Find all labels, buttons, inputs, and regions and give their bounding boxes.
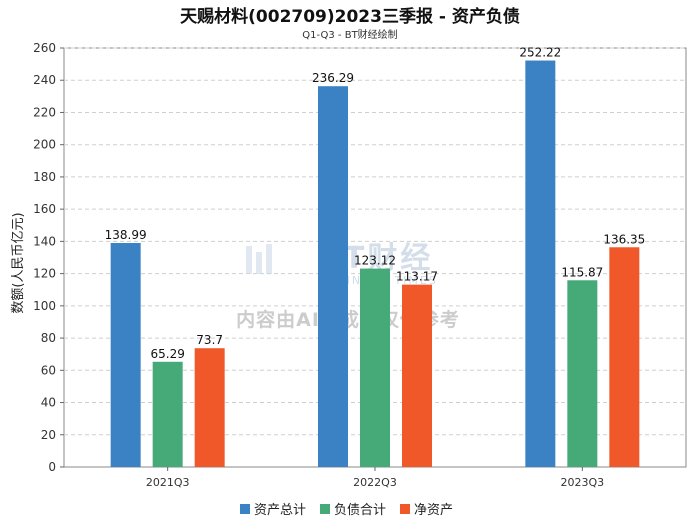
y-tick-label: 80 bbox=[41, 331, 56, 345]
y-tick-label: 180 bbox=[33, 170, 56, 184]
y-tick-label: 220 bbox=[33, 105, 56, 119]
bar bbox=[318, 86, 348, 467]
y-tick-label: 100 bbox=[33, 299, 56, 313]
bar bbox=[152, 361, 183, 467]
y-tick-label: 40 bbox=[41, 396, 56, 410]
chart-subtitle: Q1-Q3 - BT财经绘制 bbox=[302, 28, 397, 41]
legend-swatch bbox=[320, 504, 330, 514]
data-label: 123.12 bbox=[354, 254, 396, 268]
x-tick-label: 2022Q3 bbox=[353, 476, 397, 489]
y-axis-label: 数额(人民币亿元) bbox=[11, 212, 26, 313]
y-tick-label: 0 bbox=[48, 460, 56, 474]
bar bbox=[525, 60, 556, 467]
legend-swatch bbox=[240, 504, 250, 514]
y-tick-label: 60 bbox=[41, 363, 56, 377]
data-label: 138.99 bbox=[105, 228, 147, 242]
y-tick-label: 140 bbox=[33, 234, 56, 248]
y-tick-label: 120 bbox=[33, 267, 56, 281]
bar bbox=[609, 247, 640, 467]
bars bbox=[110, 60, 640, 467]
y-tick-label: 200 bbox=[33, 138, 56, 152]
x-tick-label: 2021Q3 bbox=[146, 476, 190, 489]
data-label: 136.35 bbox=[603, 232, 645, 246]
y-tick-label: 260 bbox=[33, 41, 56, 55]
data-label: 113.17 bbox=[396, 270, 438, 284]
legend: 资产总计 负债合计 净资产 bbox=[240, 503, 453, 518]
data-label: 236.29 bbox=[312, 71, 354, 85]
watermark-logo-icon bbox=[246, 244, 272, 274]
bar bbox=[402, 284, 432, 467]
legend-label: 资产总计 bbox=[254, 503, 306, 518]
data-label: 65.29 bbox=[150, 347, 184, 361]
y-tick-label: 20 bbox=[41, 428, 56, 442]
legend-label: 负债合计 bbox=[334, 503, 386, 518]
y-tick-label: 240 bbox=[33, 73, 56, 87]
legend-label: 净资产 bbox=[414, 503, 453, 518]
bar bbox=[567, 280, 598, 467]
y-axis: 0 20 40 60 80 100 120 140 160 180 200 220 240 260 bbox=[33, 41, 64, 474]
data-label: 115.87 bbox=[561, 265, 603, 279]
data-label: 252.22 bbox=[519, 46, 561, 60]
data-label: 73.7 bbox=[196, 333, 223, 347]
bar bbox=[194, 348, 225, 467]
bar bbox=[360, 268, 390, 467]
x-tick-label: 2023Q3 bbox=[561, 476, 605, 489]
x-axis: 2021Q3 2022Q3 2023Q3 bbox=[146, 467, 604, 489]
legend-swatch bbox=[400, 504, 410, 514]
bar bbox=[110, 243, 141, 467]
chart-title: 天赐材料(002709)2023三季报 - 资产负债 bbox=[180, 6, 520, 27]
y-tick-label: 160 bbox=[33, 202, 56, 216]
